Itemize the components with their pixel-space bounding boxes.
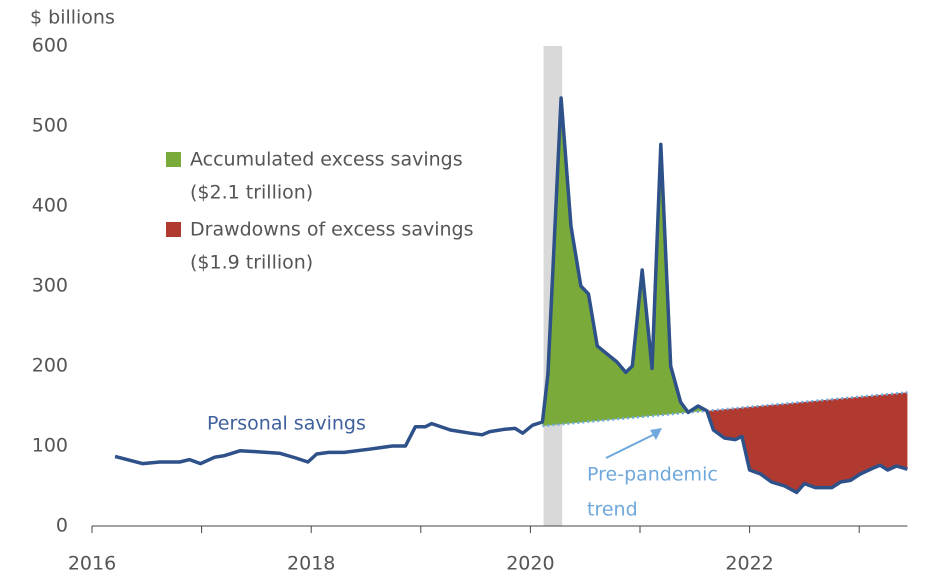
line-layer: [114, 96, 908, 495]
y-tick-label: 0: [56, 515, 68, 537]
trend-line: [542, 391, 908, 428]
series-label: trend: [587, 499, 638, 521]
legend-swatch: [166, 222, 181, 237]
x-tick-label: 2016: [68, 553, 116, 575]
legend-label: Drawdowns of excess savings: [190, 219, 474, 241]
savings-line: [114, 96, 908, 495]
arrow-head: [650, 428, 662, 440]
y-tick-label: 400: [32, 195, 68, 217]
y-tick-label: 600: [32, 35, 68, 57]
background-layer: 0 100 200 300 400 500 600 2016 2018 2020 2022: [32, 35, 908, 575]
y-tick-label: 200: [32, 355, 68, 377]
legend-label: Accumulated excess savings: [190, 149, 463, 171]
series-label: Personal savings: [207, 413, 366, 435]
excess-area: [542, 98, 707, 426]
y-tick-label: 500: [32, 115, 68, 137]
series-label: Pre-pandemic: [587, 464, 718, 486]
fill-layer: [542, 98, 908, 493]
legend-note: ($1.9 trillion): [190, 252, 313, 274]
excess-area: [706, 392, 908, 493]
x-tick-label: 2020: [506, 553, 554, 575]
legend-swatch: [166, 152, 181, 167]
y-tick-label: 300: [32, 275, 68, 297]
y-tick-label: 100: [32, 435, 68, 457]
arrow: [605, 432, 658, 459]
x-tick-label: 2018: [287, 553, 335, 575]
x-tick-label: 2022: [725, 553, 773, 575]
legend-note: ($2.1 trillion): [190, 182, 313, 204]
y-axis-label: $ billions: [30, 7, 115, 29]
